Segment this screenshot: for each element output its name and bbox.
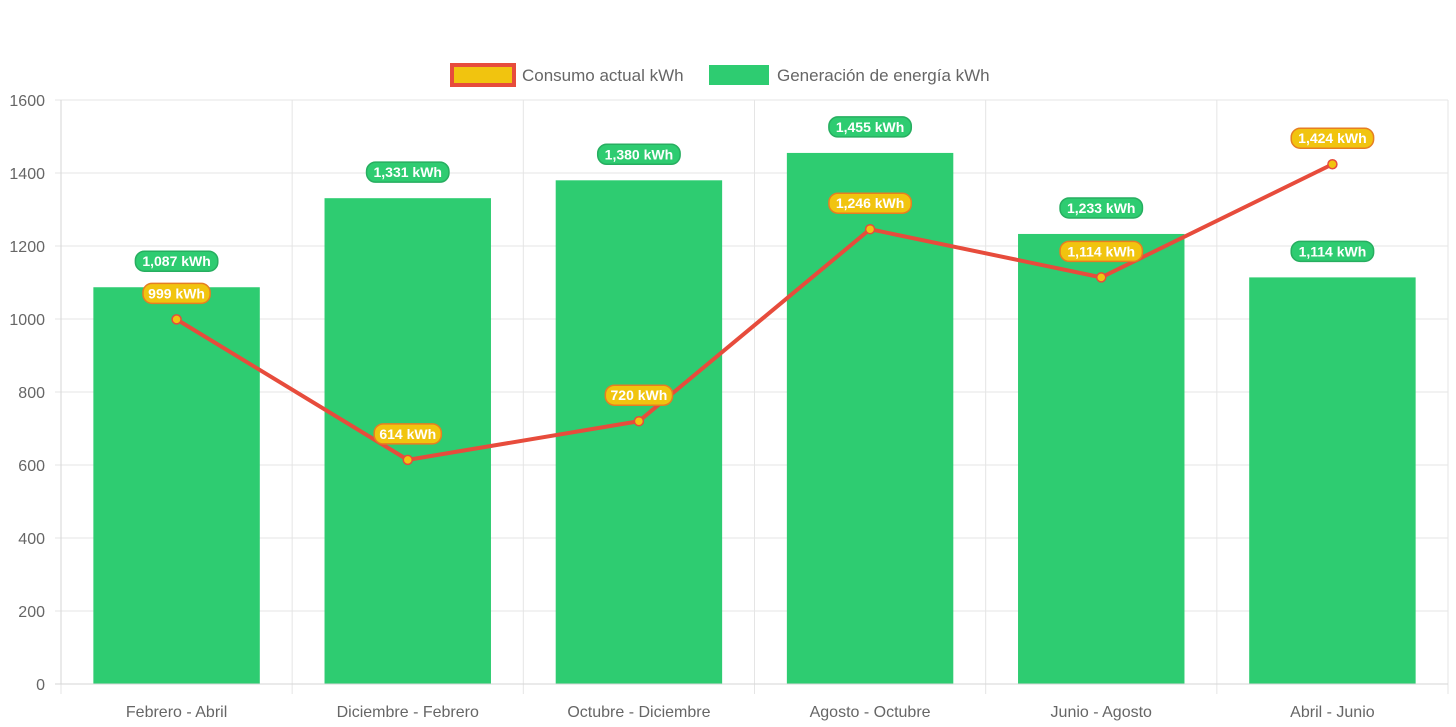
line-data-label-bg <box>1059 240 1144 263</box>
line-data-label-text: 1,114 kWh <box>1067 243 1135 259</box>
y-tick-label: 1400 <box>9 166 45 183</box>
line-data-label-text: 999 kWh <box>148 285 205 301</box>
axes: 0 200 400 600 800 1000 1200 1400 1600 Febrero - A… <box>9 93 1448 721</box>
line-data-label-text: 720 kWh <box>611 387 668 403</box>
bar-data-label-text: 1,114 kWh <box>1299 243 1367 259</box>
bar-data-label-text: 1,380 kWh <box>605 146 673 162</box>
line-data-label-bg <box>828 192 913 214</box>
bar-data-label-bg <box>1059 197 1144 219</box>
legend-swatch-consumo <box>450 63 516 87</box>
y-tick-label: 800 <box>18 385 45 402</box>
line-point[interactable] <box>171 314 182 325</box>
y-tick-label: 400 <box>18 531 45 548</box>
line-data-label: 999 kWh <box>142 282 211 305</box>
legend-item-consumo[interactable]: Consumo actual kWh <box>450 63 684 87</box>
line-data-label-bg <box>1290 127 1375 149</box>
line-data-label: 1,424 kWh <box>1290 127 1375 149</box>
x-tick-label: Octubre - Diciembre <box>567 704 710 721</box>
bar-data-label-bg <box>365 161 450 183</box>
line-point[interactable] <box>633 415 645 427</box>
x-tick-label: Junio - Agosto <box>1051 704 1153 721</box>
line-data-label-text: 614 kWh <box>379 426 436 442</box>
bar-data-label: 1,233 kWh <box>1059 197 1144 219</box>
data-labels: 1,087 kWh 1,331 kWh 1,380 kWh 1,455 kWh 1,23… <box>134 116 1375 445</box>
bar-data-label: 1,380 kWh <box>596 143 681 166</box>
bar-data-label-bg <box>596 143 681 166</box>
x-tick-label: Febrero - Abril <box>126 704 227 721</box>
bar-data-label-text: 1,455 kWh <box>836 119 904 135</box>
line-data-label: 1,246 kWh <box>828 192 913 214</box>
line-data-label-text: 1,246 kWh <box>836 195 904 211</box>
bar-data-label-bg <box>828 116 913 138</box>
y-tick-label: 1200 <box>9 239 45 256</box>
legend-item-generacion[interactable]: Generación de energía kWh <box>709 65 990 85</box>
x-tick-label: Agosto - Octubre <box>810 704 931 721</box>
bar-data-label: 1,331 kWh <box>365 161 450 183</box>
line-data-label: 1,114 kWh <box>1059 240 1144 263</box>
bar-data-label: 1,114 kWh <box>1290 240 1375 263</box>
line-data-label: 614 kWh <box>373 423 443 445</box>
grid <box>55 99 1449 694</box>
x-tick-label: Abril - Junio <box>1290 704 1375 721</box>
bar-data-label: 1,087 kWh <box>134 250 219 272</box>
legend-swatch-generacion <box>709 65 769 85</box>
line-point[interactable] <box>402 454 413 466</box>
bar[interactable] <box>1018 233 1185 684</box>
bar-data-label-bg <box>134 250 219 272</box>
line-data-label-bg <box>373 423 443 445</box>
line-data-label-text: 1,424 kWh <box>1298 130 1366 146</box>
line-point[interactable] <box>1096 272 1107 283</box>
bar-data-label: 1,455 kWh <box>828 116 913 138</box>
y-tick-label: 1000 <box>9 312 45 329</box>
bar-data-label-text: 1,331 kWh <box>374 164 442 180</box>
bar-data-label-text: 1,233 kWh <box>1067 200 1135 216</box>
line-data-label-bg <box>142 282 211 305</box>
y-tick-label: 200 <box>18 604 45 621</box>
line-data-label-bg <box>604 384 674 406</box>
legend-label-consumo: Consumo actual kWh <box>522 66 684 85</box>
y-tick-label: 0 <box>36 677 45 694</box>
y-tick-label: 1600 <box>9 93 45 110</box>
line-point[interactable] <box>864 223 876 235</box>
x-tick-label: Diciembre - Febrero <box>337 704 479 721</box>
legend[interactable]: Consumo actual kWh Generación de energía … <box>450 63 990 87</box>
bar[interactable] <box>1249 277 1416 684</box>
y-tick-label: 600 <box>18 458 45 475</box>
bar-data-label-bg <box>1290 240 1375 263</box>
legend-label-generacion: Generación de energía kWh <box>777 66 990 85</box>
bar-data-label-text: 1,087 kWh <box>142 253 210 269</box>
line-data-label: 720 kWh <box>604 384 674 406</box>
bar-series-generacion <box>93 152 1416 685</box>
line-point[interactable] <box>1327 158 1338 170</box>
bar[interactable] <box>93 287 260 684</box>
